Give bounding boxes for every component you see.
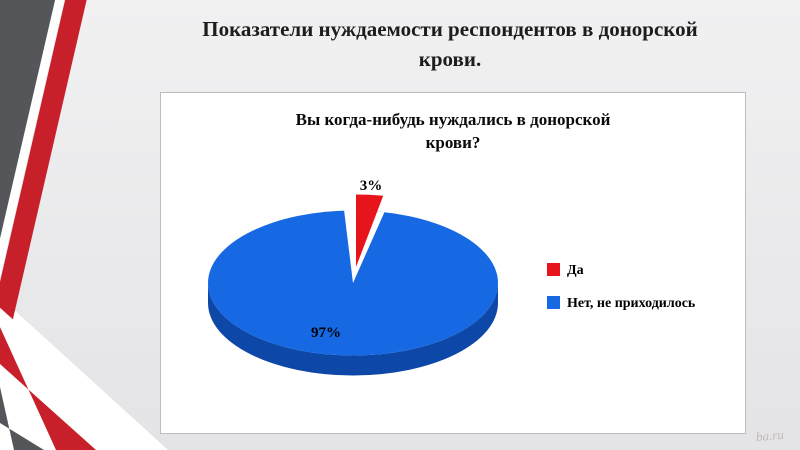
legend-label-da: Да <box>567 263 584 278</box>
left-decor <box>0 0 200 450</box>
legend-swatch-net <box>547 296 560 309</box>
chart-title: Вы когда-нибудь нуждались в донорской кр… <box>161 93 745 154</box>
slide-title: Показатели нуждаемости респондентов в до… <box>120 14 780 74</box>
chart-panel: Вы когда-нибудь нуждались в донорской кр… <box>160 92 746 434</box>
pie-label-da: 3% <box>360 178 383 194</box>
chart-legend: Да Нет, не приходилось <box>547 263 696 311</box>
slide-title-line1: Показатели нуждаемости респондентов в до… <box>202 17 698 41</box>
decor-corner <box>0 0 200 450</box>
legend-swatch-da <box>547 263 560 276</box>
pie-chart: 3% 97% Да Нет, не приходилось <box>208 178 696 376</box>
pie-slice-da <box>356 194 384 267</box>
chart-title-line2: крови? <box>425 133 481 152</box>
slide-title-line2: крови. <box>418 47 482 71</box>
pie-label-net: 97% <box>311 325 341 341</box>
pie-notch <box>344 210 385 283</box>
chart-title-line1: Вы когда-нибудь нуждались в донорской <box>295 110 611 129</box>
legend-label-net: Нет, не приходилось <box>567 296 696 311</box>
pie-rim <box>208 283 498 376</box>
watermark: ba.ru <box>755 426 785 445</box>
